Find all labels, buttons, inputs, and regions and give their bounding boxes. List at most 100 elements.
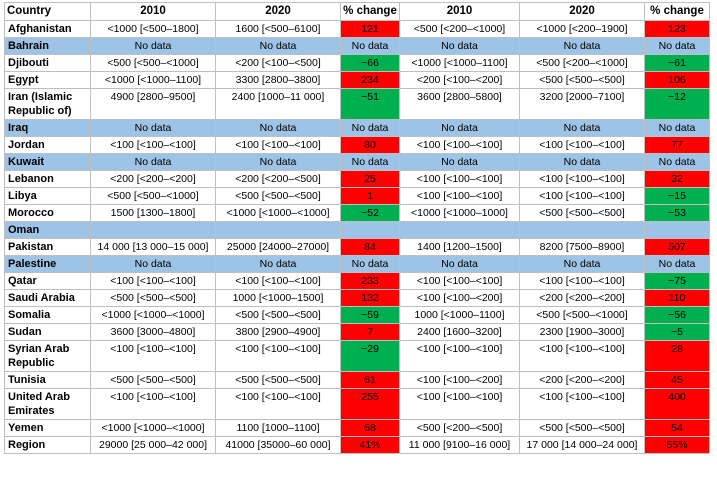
value-cell: No data bbox=[399, 255, 520, 273]
country-cell: Tunisia bbox=[4, 371, 91, 389]
value-cell: 2400 [1600–3200] bbox=[399, 323, 520, 341]
country-cell: Libya bbox=[4, 187, 91, 205]
value-cell: <200 [<100–<200] bbox=[399, 71, 520, 89]
change-cell: 28 bbox=[644, 340, 710, 372]
header-row: Country 2010 2020% change 2010 2020% change bbox=[4, 2, 710, 21]
value-cell: <500 [<500–<1000] bbox=[90, 54, 216, 72]
country-cell: Iraq bbox=[4, 119, 91, 137]
value-cell: <100 [<100–<100] bbox=[90, 388, 216, 420]
value-cell: <1000 [<1000–<1000] bbox=[215, 204, 341, 222]
value-cell: <100 [<100–<100] bbox=[399, 272, 520, 290]
data-table: Country 2010 2020% change 2010 2020% change … bbox=[4, 2, 710, 454]
change-cell: 54 bbox=[644, 419, 710, 437]
value-cell: <100 [<100–<100] bbox=[90, 340, 216, 372]
column-header: 2010 bbox=[399, 2, 520, 21]
value-cell: <100 [<100–<100] bbox=[519, 340, 645, 372]
change-cell: −29 bbox=[340, 340, 400, 372]
table-row: Iraq No data No data No data No data No data N… bbox=[4, 119, 710, 137]
table-row: Jordan <100 [<100–<100] <100 [<100–<100] 80… bbox=[4, 136, 710, 154]
value-cell: <500 [<200–<500] bbox=[399, 419, 520, 437]
value-cell: 2300 [1900–3000] bbox=[519, 323, 645, 341]
value-cell: <1000 [<1000–1100] bbox=[399, 54, 520, 72]
value-cell: 4900 [2800–9500] bbox=[90, 88, 216, 120]
country-cell: Region bbox=[4, 436, 91, 454]
country-cell: Somalia bbox=[4, 306, 91, 324]
value-cell: <100 [<100–<100] bbox=[90, 136, 216, 154]
change-cell: 132 bbox=[340, 289, 400, 307]
change-cell: 121 bbox=[340, 20, 400, 38]
country-cell: United Arab Emirates bbox=[4, 388, 91, 420]
country-cell: Syrian Arab Republic bbox=[4, 340, 91, 372]
change-cell: 507 bbox=[644, 238, 710, 256]
column-header: Country bbox=[4, 2, 91, 21]
change-cell: 45 bbox=[644, 371, 710, 389]
change-cell: 123 bbox=[644, 20, 710, 38]
country-cell: Egypt bbox=[4, 71, 91, 89]
value-cell: 8200 [7500–8900] bbox=[519, 238, 645, 256]
change-cell: −15 bbox=[644, 187, 710, 205]
value-cell: <200 [<200–<200] bbox=[90, 170, 216, 188]
value-cell: <100 [<100–<200] bbox=[399, 289, 520, 307]
change-cell: −52 bbox=[340, 204, 400, 222]
change-cell: 77 bbox=[644, 136, 710, 154]
country-cell: Djibouti bbox=[4, 54, 91, 72]
value-cell: No data bbox=[215, 37, 341, 55]
change-cell: 255 bbox=[340, 388, 400, 420]
value-cell: <100 [<100–<100] bbox=[519, 187, 645, 205]
value-cell: <500 [<500–<500] bbox=[215, 371, 341, 389]
value-cell: 3200 [2000–7100] bbox=[519, 88, 645, 120]
table-row: Libya <500 [<500–<1000] <500 [<500–<500] 1 <… bbox=[4, 187, 710, 205]
value-cell: 25000 [24000–27000] bbox=[215, 238, 341, 256]
value-cell: 1000 [<1000–1100] bbox=[399, 306, 520, 324]
column-header: 2020 bbox=[215, 2, 341, 21]
empty-cell bbox=[340, 221, 400, 239]
value-cell: No data bbox=[215, 153, 341, 171]
change-cell: 234 bbox=[340, 71, 400, 89]
change-cell: −5 bbox=[644, 323, 710, 341]
value-cell: <1000 [<1000–<1000] bbox=[90, 419, 216, 437]
value-cell: <500 [<500–<500] bbox=[90, 371, 216, 389]
value-cell: <100 [<100–<100] bbox=[90, 272, 216, 290]
empty-cell bbox=[215, 221, 341, 239]
table-row: Qatar <100 [<100–<100] <100 [<100–<100] 233… bbox=[4, 272, 710, 290]
value-cell: 3600 [3000–4800] bbox=[90, 323, 216, 341]
value-cell: No data bbox=[90, 119, 216, 137]
value-cell: <200 [<200–<200] bbox=[519, 289, 645, 307]
change-cell: 400 bbox=[644, 388, 710, 420]
column-header: % change bbox=[644, 2, 710, 21]
country-cell: Pakistan bbox=[4, 238, 91, 256]
change-cell: No data bbox=[644, 153, 710, 171]
value-cell: <100 [<100–<200] bbox=[399, 371, 520, 389]
change-cell: 61 bbox=[340, 371, 400, 389]
table-row: Saudi Arabia <500 [<500–<500] 1000 [<1000–… bbox=[4, 289, 710, 307]
value-cell: 1100 [1000–1100] bbox=[215, 419, 341, 437]
country-cell: Kuwait bbox=[4, 153, 91, 171]
change-cell: No data bbox=[644, 119, 710, 137]
value-cell: <1000 [<1000–1000] bbox=[399, 204, 520, 222]
table-row: Bahrain No data No data No data No data No da… bbox=[4, 37, 710, 55]
value-cell: 3300 [2800–3800] bbox=[215, 71, 341, 89]
table-row: Iran (Islamic Republic of) 4900 [2800–950… bbox=[4, 88, 710, 120]
column-header: 2010 bbox=[90, 2, 216, 21]
empty-cell bbox=[644, 221, 710, 239]
value-cell: No data bbox=[519, 37, 645, 55]
country-cell: Afghanistan bbox=[4, 20, 91, 38]
value-cell: <100 [<100–<100] bbox=[399, 187, 520, 205]
change-cell: 7 bbox=[340, 323, 400, 341]
value-cell: No data bbox=[90, 255, 216, 273]
value-cell: <500 [<500–<500] bbox=[215, 306, 341, 324]
value-cell: <100 [<100–<100] bbox=[215, 340, 341, 372]
country-cell: Yemen bbox=[4, 419, 91, 437]
country-cell: Oman bbox=[4, 221, 91, 239]
change-cell: No data bbox=[644, 255, 710, 273]
table-row: Pakistan 14 000 [13 000–15 000] 25000 [240… bbox=[4, 238, 710, 256]
change-cell: −59 bbox=[340, 306, 400, 324]
value-cell: <100 [<100–<100] bbox=[519, 388, 645, 420]
value-cell: No data bbox=[215, 255, 341, 273]
value-cell: <1000 [<500–1800] bbox=[90, 20, 216, 38]
value-cell: No data bbox=[399, 153, 520, 171]
value-cell: 17 000 [14 000–24 000] bbox=[519, 436, 645, 454]
change-cell: 55% bbox=[644, 436, 710, 454]
value-cell: <500 [<200–<1000] bbox=[399, 20, 520, 38]
change-cell: 25 bbox=[340, 170, 400, 188]
